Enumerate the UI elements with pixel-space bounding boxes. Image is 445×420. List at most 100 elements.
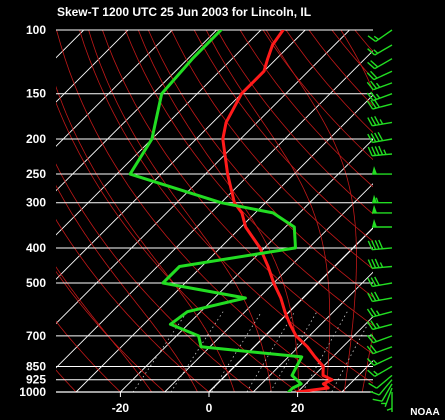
wind-barb-pennant — [372, 219, 377, 227]
wind-barb — [367, 115, 393, 127]
wind-barb-half — [373, 370, 379, 376]
wind-barb — [366, 307, 393, 318]
dewpoint-profile — [128, 30, 304, 392]
dry-adiabat — [170, 30, 373, 270]
wind-barb-full — [374, 115, 380, 125]
wind-barb-full — [373, 98, 381, 108]
moist-adiabat-lines — [56, 30, 373, 392]
wind-barb — [367, 131, 393, 144]
dry-adiabat — [424, 30, 445, 400]
wind-barb-full — [366, 92, 374, 101]
wind-barb-full — [367, 117, 373, 127]
mixing-ratio-line — [170, 311, 224, 392]
wind-barb-full — [374, 291, 380, 301]
wind-barb-full — [367, 292, 373, 302]
wind-barb — [367, 365, 393, 378]
wind-barb-full — [367, 277, 373, 287]
wind-barb-full — [374, 132, 380, 142]
wind-barb — [372, 204, 392, 214]
wind-barb-full — [366, 357, 375, 366]
pressure-tick-label: 850 — [26, 359, 46, 373]
dry-adiabat — [56, 163, 254, 392]
wind-barb — [367, 258, 393, 269]
wind-barb-full — [370, 133, 377, 143]
wind-barb-full — [378, 145, 384, 156]
moist-adiabat — [265, 30, 357, 392]
isotherm-line — [341, 360, 373, 392]
wind-barb — [366, 320, 393, 331]
moist-adiabat — [137, 30, 300, 392]
wind-barb-full — [370, 292, 377, 302]
wind-barb-staff — [378, 379, 393, 396]
wind-barb-half — [386, 407, 393, 411]
moist-adiabat — [88, 30, 272, 392]
dry-adiabat — [56, 369, 77, 392]
wind-barb-full — [370, 91, 378, 100]
wind-barb-full — [367, 259, 373, 269]
dry-adiabat — [331, 30, 373, 80]
wind-barb — [372, 166, 392, 175]
wind-barb-full — [367, 133, 373, 143]
pressure-tick-label: 1000 — [19, 385, 46, 399]
mixing-ratio-line — [132, 311, 188, 392]
isotherm-line — [252, 271, 373, 392]
wind-barb-half — [379, 262, 384, 268]
wind-barb-full — [371, 258, 377, 269]
dry-adiabat — [0, 30, 39, 400]
wind-barb — [366, 98, 393, 110]
wind-barb-pennant — [372, 166, 377, 175]
isotherm-grid — [56, 30, 373, 392]
wind-barb-full — [370, 307, 377, 317]
wind-barb-half — [375, 197, 379, 203]
wind-barb — [367, 276, 393, 288]
wind-barb-half — [375, 82, 381, 88]
wind-barb-full — [370, 116, 377, 126]
pressure-tick-label: 400 — [26, 241, 46, 255]
wind-barb — [372, 219, 392, 228]
wind-barb-full — [367, 35, 377, 43]
wind-barb-full — [370, 333, 378, 342]
wind-barb — [386, 392, 393, 412]
pressure-tick-label: 500 — [26, 276, 46, 290]
wind-barb-full — [372, 398, 383, 402]
dry-adiabat-lines — [0, 30, 445, 400]
wind-barb — [366, 344, 393, 355]
dry-adiabat — [147, 30, 373, 298]
wind-barb — [367, 145, 393, 157]
wind-barb — [366, 70, 393, 81]
wind-barb — [366, 356, 393, 366]
wind-barb-pennant — [372, 204, 377, 213]
isotherm-line — [208, 227, 373, 392]
wind-barb-half — [372, 359, 378, 365]
dry-adiabat — [125, 30, 373, 326]
wind-barb-half — [381, 402, 387, 405]
wind-barb-full — [374, 258, 380, 268]
wind-barb-full — [370, 60, 379, 68]
wind-barb-full — [366, 334, 374, 344]
wind-barb-full — [370, 70, 378, 79]
wind-barb-full — [366, 321, 374, 330]
dry-adiabat — [102, 30, 373, 355]
mixing-ratio-line — [302, 311, 348, 392]
wind-barb-staff — [376, 374, 393, 389]
wind-barb — [366, 333, 393, 344]
temperature-tick-label: 0 — [206, 401, 213, 415]
noaa-credit: NOAA — [410, 407, 439, 418]
wind-barb-full — [366, 345, 374, 355]
wind-barb-full — [367, 48, 376, 56]
wind-barb — [372, 383, 393, 402]
isotherm-line — [164, 183, 373, 392]
wind-barb-full — [374, 240, 380, 250]
wind-barb-pennant — [372, 194, 377, 203]
wind-barb-full — [366, 308, 374, 318]
wind-barb-full — [374, 146, 380, 156]
moist-adiabat — [340, 30, 373, 392]
isotherm-line — [56, 30, 217, 192]
pressure-tick-label: 200 — [26, 132, 46, 146]
dry-adiabat — [239, 30, 373, 188]
wind-barb-half — [375, 322, 381, 329]
wind-barb — [368, 374, 393, 389]
wind-barb-column — [366, 29, 393, 412]
mixing-ratio-line — [246, 311, 296, 392]
